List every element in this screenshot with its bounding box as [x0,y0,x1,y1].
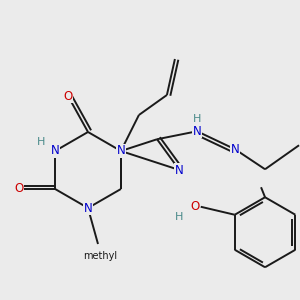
Text: O: O [190,200,200,213]
Text: N: N [51,145,59,158]
Text: H: H [175,212,183,222]
Text: N: N [116,145,125,158]
Text: N: N [231,143,239,156]
Text: N: N [84,202,92,214]
Text: O: O [63,89,73,103]
Text: O: O [14,182,24,196]
Text: methyl: methyl [83,251,117,261]
Text: N: N [175,164,184,176]
Text: H: H [193,114,201,124]
Text: N: N [193,125,201,138]
Text: H: H [37,137,45,147]
